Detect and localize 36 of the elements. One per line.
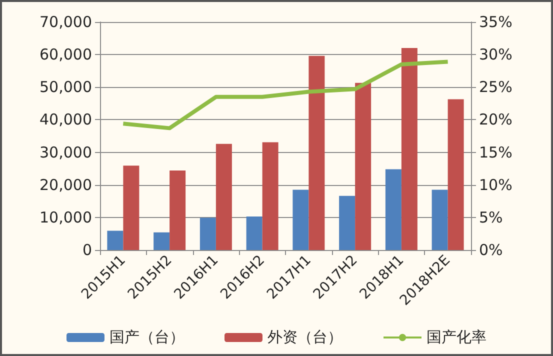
legend-label: 国产（台） (110, 329, 184, 346)
bar (246, 216, 262, 250)
y2-tick-label: 0% (479, 241, 503, 259)
y-tick-label: 40,000 (40, 110, 92, 129)
y-tick-label: 60,000 (40, 46, 92, 64)
bar (355, 82, 372, 250)
legend-label: 外资（台） (268, 329, 342, 346)
bar (200, 218, 216, 250)
bar (262, 142, 278, 250)
bar (154, 232, 170, 250)
y-tick-label: 30,000 (40, 143, 92, 162)
bar (339, 196, 356, 250)
bar (308, 56, 325, 250)
y2-tick-label: 20% (479, 110, 512, 129)
y-tick-label: 50,000 (40, 78, 92, 96)
y-tick-label: 70,000 (40, 13, 92, 31)
bar (432, 190, 448, 250)
line-series (121, 60, 450, 130)
y2-tick-label: 5% (479, 208, 503, 226)
y-tick-label: 20,000 (40, 176, 92, 194)
y2-tick-label: 30% (479, 46, 512, 64)
bar (170, 170, 186, 250)
bar (292, 190, 309, 250)
y-tick-label: 0 (82, 241, 92, 259)
legend-label: 国产化率 (426, 329, 486, 346)
y2-tick-label: 15% (479, 143, 512, 162)
bar (448, 99, 464, 250)
y-tick-label: 10,000 (40, 208, 92, 226)
bar (216, 144, 232, 250)
bar (107, 230, 124, 250)
y2-tick-label: 10% (479, 176, 512, 194)
y2-tick-label: 35% (479, 13, 512, 31)
bar (123, 166, 140, 250)
y2-tick-label: 25% (479, 78, 512, 96)
bar (401, 48, 418, 250)
bar (385, 169, 402, 250)
